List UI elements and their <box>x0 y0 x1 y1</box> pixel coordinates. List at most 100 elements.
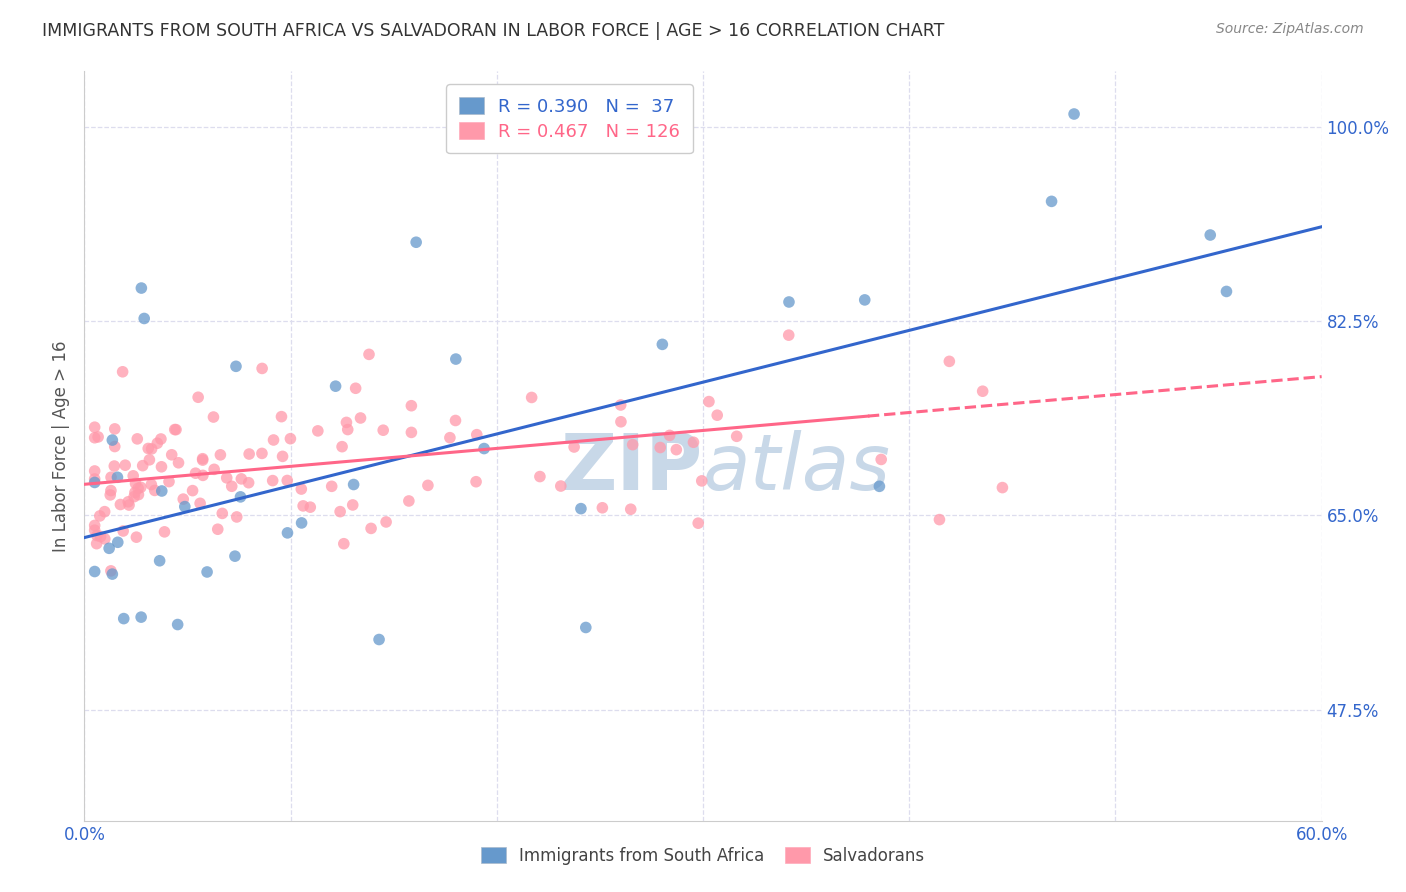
Point <box>100 564 122 578</box>
Point <box>165 423 187 437</box>
Point <box>591 500 613 515</box>
Point <box>160 448 183 462</box>
Point <box>333 537 356 551</box>
Point <box>86 528 108 542</box>
Point <box>575 620 598 634</box>
Point <box>357 347 380 361</box>
Point <box>83 420 105 434</box>
Point <box>150 459 173 474</box>
Point <box>335 416 357 430</box>
Point <box>131 458 153 473</box>
Point <box>221 479 243 493</box>
Point <box>250 361 273 376</box>
Point <box>444 352 467 367</box>
Point <box>141 442 163 456</box>
Point <box>276 474 298 488</box>
Point <box>187 390 209 404</box>
Point <box>229 490 252 504</box>
Text: IMMIGRANTS FROM SOUTH AFRICA VS SALVADORAN IN LABOR FORCE | AGE > 16 CORRELATION: IMMIGRANTS FROM SOUTH AFRICA VS SALVADOR… <box>42 22 945 40</box>
Point <box>1040 194 1063 209</box>
Point <box>262 474 284 488</box>
Point <box>112 611 135 625</box>
Point <box>157 475 180 489</box>
Point <box>271 450 294 464</box>
Point <box>609 398 631 412</box>
Point <box>329 505 352 519</box>
Point <box>195 565 218 579</box>
Point <box>368 632 391 647</box>
Point <box>224 549 246 563</box>
Point <box>290 516 312 530</box>
Point <box>373 423 395 437</box>
Point <box>83 472 105 486</box>
Point <box>107 470 129 484</box>
Point <box>191 453 214 467</box>
Point <box>658 428 681 442</box>
Point <box>610 415 633 429</box>
Point <box>94 532 117 546</box>
Point <box>292 499 315 513</box>
Point <box>1215 285 1237 299</box>
Point <box>83 518 105 533</box>
Point <box>107 535 129 549</box>
Point <box>344 381 367 395</box>
Point <box>706 408 728 422</box>
Point <box>83 464 105 478</box>
Point <box>150 483 173 498</box>
Point <box>87 430 110 444</box>
Point <box>110 498 132 512</box>
Point <box>270 409 292 424</box>
Point <box>1063 107 1085 121</box>
Text: ZIP: ZIP <box>561 431 703 507</box>
Point <box>90 530 112 544</box>
Point <box>202 462 225 476</box>
Point <box>143 483 166 498</box>
Point <box>136 442 159 456</box>
Point <box>83 565 105 579</box>
Point <box>124 476 146 491</box>
Point <box>778 328 800 343</box>
Point <box>181 483 204 498</box>
Point <box>336 423 359 437</box>
Point <box>416 478 439 492</box>
Point <box>330 440 353 454</box>
Point <box>149 432 172 446</box>
Point <box>125 530 148 544</box>
Point <box>129 480 152 494</box>
Point <box>104 440 127 454</box>
Point <box>439 431 461 445</box>
Point <box>225 510 247 524</box>
Point <box>465 427 488 442</box>
Point <box>209 448 232 462</box>
Point <box>688 516 710 531</box>
Point <box>290 482 312 496</box>
Point <box>529 469 551 483</box>
Point <box>127 481 149 495</box>
Point <box>620 502 643 516</box>
Point <box>191 451 214 466</box>
Point <box>98 541 121 556</box>
Point <box>238 447 260 461</box>
Point <box>207 522 229 536</box>
Point <box>127 488 149 502</box>
Point <box>188 496 211 510</box>
Point <box>868 479 890 493</box>
Point <box>172 492 194 507</box>
Point <box>122 468 145 483</box>
Y-axis label: In Labor Force | Age > 16: In Labor Force | Age > 16 <box>52 340 70 552</box>
Point <box>972 384 994 399</box>
Point <box>360 521 382 535</box>
Point <box>100 470 122 484</box>
Point <box>682 435 704 450</box>
Point <box>651 337 673 351</box>
Point <box>472 442 495 456</box>
Point <box>690 474 713 488</box>
Point <box>111 365 134 379</box>
Point <box>138 452 160 467</box>
Point <box>650 441 672 455</box>
Point <box>134 311 156 326</box>
Legend: Immigrants from South Africa, Salvadorans: Immigrants from South Africa, Salvadoran… <box>472 838 934 873</box>
Point <box>250 446 273 460</box>
Text: atlas: atlas <box>703 431 891 507</box>
Point <box>89 508 111 523</box>
